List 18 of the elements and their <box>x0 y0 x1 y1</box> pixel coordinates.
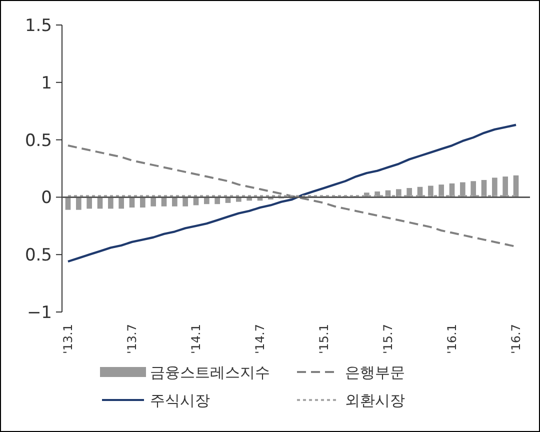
y-tick-label: −1 <box>26 302 52 323</box>
y-tick-label: 1 <box>41 73 52 94</box>
y-tick-label: 0 <box>41 188 52 208</box>
y-tick-label: 0.5 <box>24 130 52 151</box>
legend-label: 주식시장 <box>150 391 210 410</box>
x-tick-label: '15.7 <box>381 324 396 354</box>
x-tick-label: '15.1 <box>317 324 332 354</box>
y-tick-label: 0.5 <box>24 246 52 266</box>
x-tick-label: '14.7 <box>253 324 268 354</box>
x-tick-label: '14.1 <box>189 324 204 354</box>
x-tick-label: '16.7 <box>509 324 524 354</box>
legend-label: 외환시장 <box>345 391 405 410</box>
y-tick-label: 1.5 <box>24 16 52 36</box>
x-tick-label: '16.1 <box>445 324 460 354</box>
legend-label: 은행부문 <box>345 363 405 382</box>
x-tick-label: '13.7 <box>125 324 140 354</box>
x-tick-label: '13.1 <box>61 324 76 354</box>
legend-label: 금융스트레스지수 <box>150 363 270 382</box>
